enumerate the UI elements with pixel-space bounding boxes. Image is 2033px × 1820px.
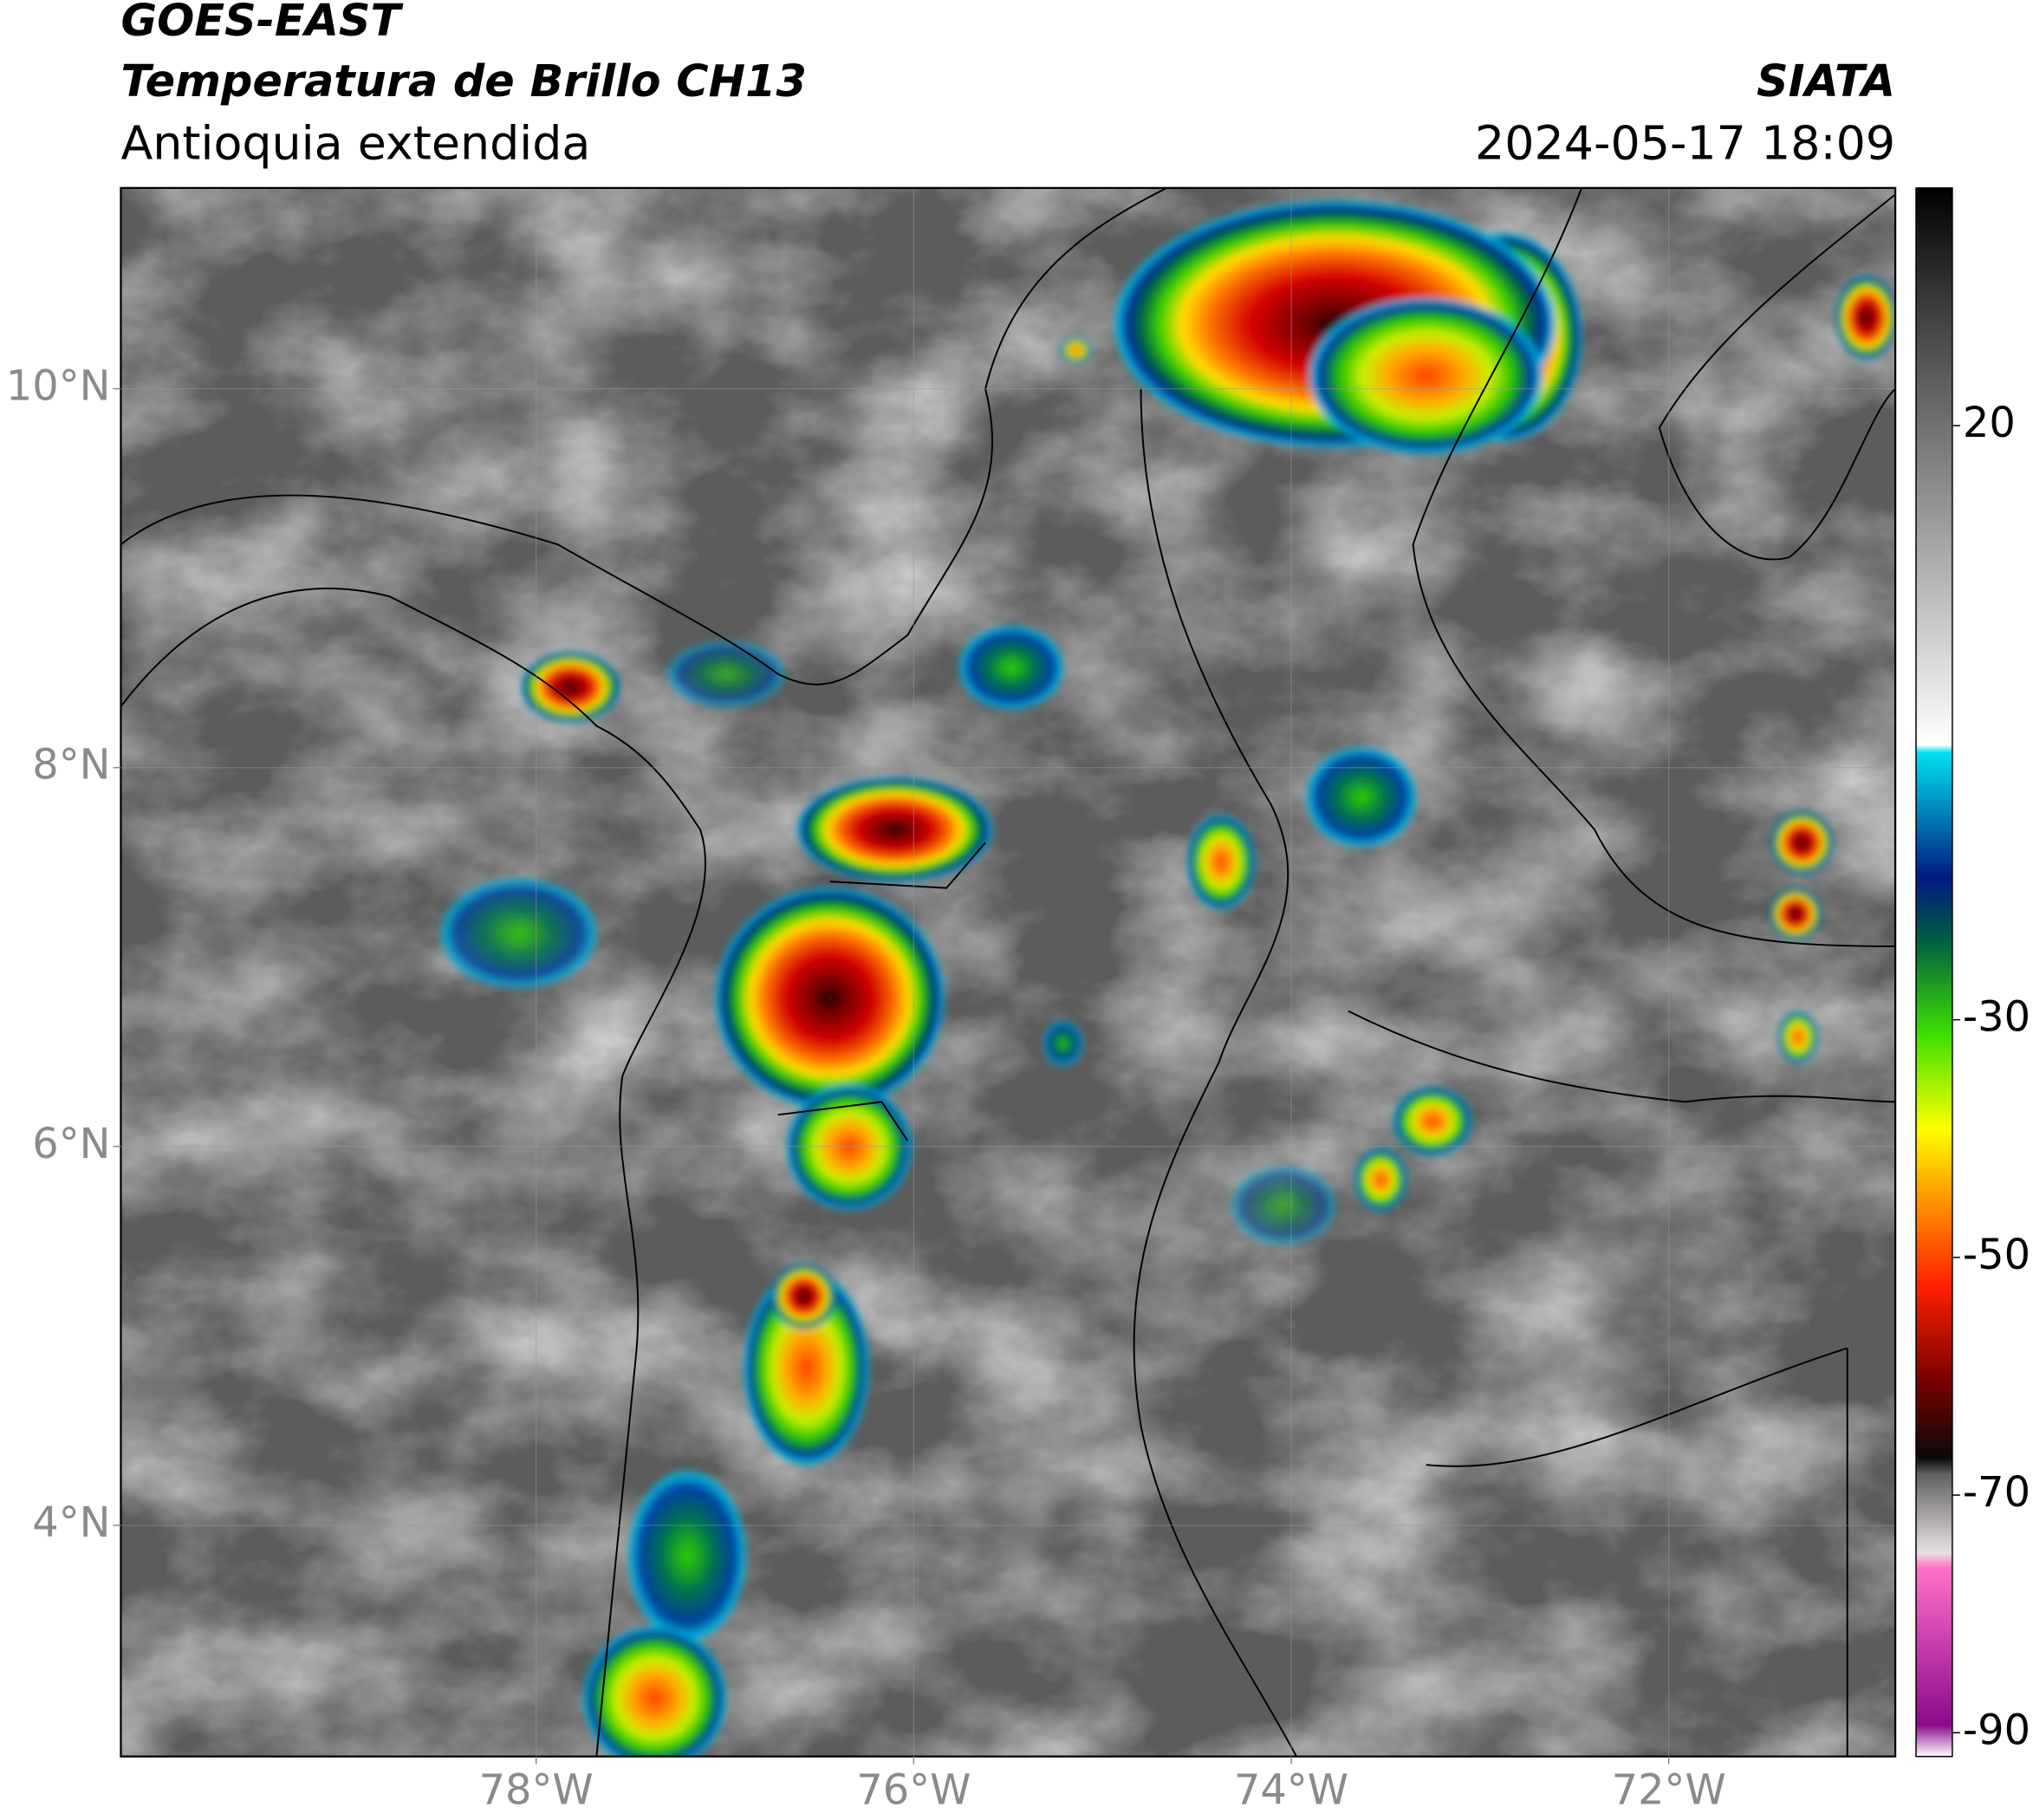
region: Antioquia extendida [120, 116, 590, 171]
source: SIATA [1757, 55, 1895, 107]
y-tick-label: 8°N [32, 742, 110, 790]
colorbar-label: 20 [1963, 400, 2016, 447]
colorbar-label: -70 [1963, 1469, 2030, 1517]
x-tick-label: 74°W [1234, 1767, 1348, 1815]
datetime: 2024-05-17 18:09 [1475, 116, 1895, 171]
x-tick-label: 78°W [479, 1767, 594, 1815]
x-tick-label: 72°W [1612, 1767, 1726, 1815]
satellite-image [120, 187, 1896, 1757]
colorbar [1915, 187, 1953, 1758]
colorbar-label: -30 [1963, 994, 2030, 1042]
subtitle: Temperatura de Brillo CH13 [120, 55, 806, 107]
x-tick-label: 76°W [856, 1767, 971, 1815]
y-tick-label: 10°N [6, 363, 111, 411]
colorbar-label: -50 [1963, 1232, 2030, 1279]
y-tick-label: 4°N [32, 1499, 110, 1547]
map-frame [120, 186, 1897, 1758]
title: GOES-EAST [120, 0, 404, 46]
colorbar-label: -90 [1963, 1706, 2030, 1754]
y-tick-label: 6°N [32, 1121, 110, 1168]
